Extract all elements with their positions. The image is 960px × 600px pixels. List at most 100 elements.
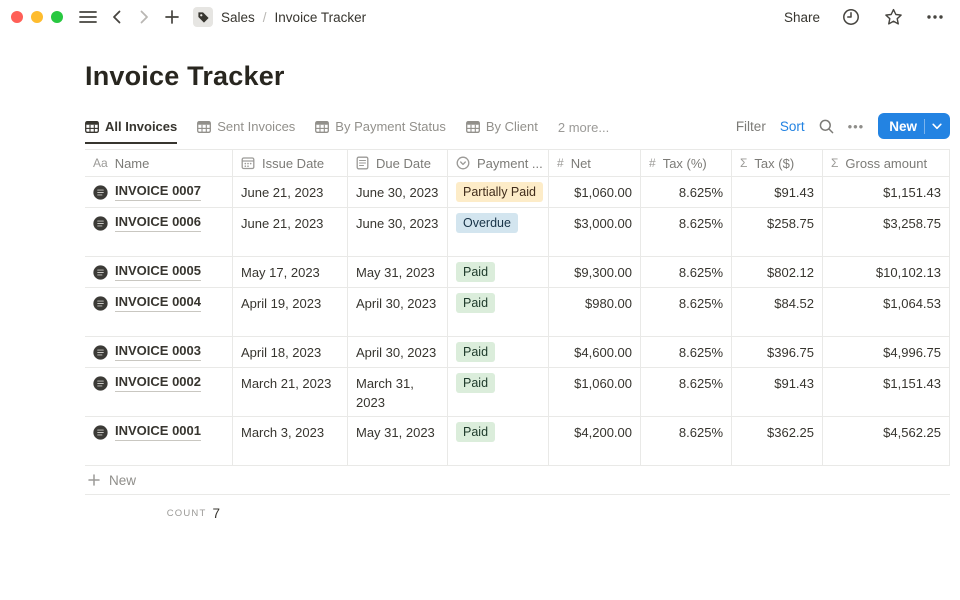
sort-button[interactable]: Sort xyxy=(779,118,805,134)
issue-date-cell[interactable]: April 18, 2023 xyxy=(233,337,348,367)
minimize-window-button[interactable] xyxy=(31,11,43,23)
tax-usd-cell[interactable]: $802.12 xyxy=(732,257,823,287)
due-date-cell[interactable]: June 30, 2023 xyxy=(348,177,448,207)
gross-amount-cell[interactable]: $3,258.75 xyxy=(823,208,950,256)
tax-usd-cell[interactable]: $84.52 xyxy=(732,288,823,336)
payment-status-cell[interactable]: Paid xyxy=(448,257,549,287)
invoice-name-link[interactable]: INVOICE 0004 xyxy=(115,294,201,312)
net-cell[interactable]: $980.00 xyxy=(549,288,641,336)
due-date-cell[interactable]: April 30, 2023 xyxy=(348,337,448,367)
invoice-name-link[interactable]: INVOICE 0001 xyxy=(115,423,201,441)
table-row[interactable]: INVOICE 0005 May 17, 2023 May 31, 2023 P… xyxy=(85,257,950,288)
invoice-name-cell[interactable]: INVOICE 0001 xyxy=(85,417,233,465)
tax-pct-cell[interactable]: 8.625% xyxy=(641,288,732,336)
tax-usd-cell[interactable]: $91.43 xyxy=(732,368,823,416)
net-cell[interactable]: $1,060.00 xyxy=(549,368,641,416)
column-header-tax-usd[interactable]: Σ Tax ($) xyxy=(732,150,823,176)
column-header-due-date[interactable]: Due Date xyxy=(348,150,448,176)
column-header-issue-date[interactable]: Issue Date xyxy=(233,150,348,176)
tax-pct-cell[interactable]: 8.625% xyxy=(641,177,732,207)
issue-date-cell[interactable]: May 17, 2023 xyxy=(233,257,348,287)
due-date-cell[interactable]: May 31, 2023 xyxy=(348,257,448,287)
issue-date-cell[interactable]: June 21, 2023 xyxy=(233,177,348,207)
view-options-icon[interactable]: ••• xyxy=(847,118,865,134)
add-new-row-button[interactable]: New xyxy=(85,466,950,495)
gross-amount-cell[interactable]: $1,151.43 xyxy=(823,177,950,207)
share-button[interactable]: Share xyxy=(783,9,820,25)
net-cell[interactable]: $3,000.00 xyxy=(549,208,641,256)
invoice-name-cell[interactable]: INVOICE 0005 xyxy=(85,257,233,287)
column-header-net[interactable]: # Net xyxy=(549,150,641,176)
due-date-cell[interactable]: April 30, 2023 xyxy=(348,288,448,336)
tab-sent-invoices[interactable]: Sent Invoices xyxy=(197,119,295,144)
invoice-name-cell[interactable]: INVOICE 0006 xyxy=(85,208,233,256)
payment-status-cell[interactable]: Paid xyxy=(448,337,549,367)
invoice-name-link[interactable]: INVOICE 0002 xyxy=(115,374,201,392)
invoice-name-link[interactable]: INVOICE 0003 xyxy=(115,343,201,361)
breadcrumb-workspace[interactable]: Sales xyxy=(221,9,255,25)
zoom-window-button[interactable] xyxy=(51,11,63,23)
tax-usd-cell[interactable]: $91.43 xyxy=(732,177,823,207)
new-page-icon[interactable] xyxy=(161,6,183,28)
updates-clock-icon[interactable] xyxy=(840,6,862,28)
payment-status-cell[interactable]: Paid xyxy=(448,288,549,336)
gross-amount-cell[interactable]: $1,151.43 xyxy=(823,368,950,416)
invoice-name-link[interactable]: INVOICE 0005 xyxy=(115,263,201,281)
payment-status-cell[interactable]: Partially Paid xyxy=(448,177,549,207)
column-header-tax-pct[interactable]: # Tax (%) xyxy=(641,150,732,176)
issue-date-cell[interactable]: April 19, 2023 xyxy=(233,288,348,336)
invoice-name-cell[interactable]: INVOICE 0007 xyxy=(85,177,233,207)
net-cell[interactable]: $9,300.00 xyxy=(549,257,641,287)
nav-forward-icon[interactable] xyxy=(133,6,155,28)
issue-date-cell[interactable]: March 21, 2023 xyxy=(233,368,348,416)
nav-back-icon[interactable] xyxy=(105,6,127,28)
window-controls[interactable] xyxy=(11,11,63,23)
due-date-cell[interactable]: June 30, 2023 xyxy=(348,208,448,256)
filter-button[interactable]: Filter xyxy=(735,118,766,134)
more-options-icon[interactable] xyxy=(924,6,946,28)
tax-usd-cell[interactable]: $258.75 xyxy=(732,208,823,256)
net-cell[interactable]: $4,600.00 xyxy=(549,337,641,367)
net-cell[interactable]: $1,060.00 xyxy=(549,177,641,207)
tax-usd-cell[interactable]: $396.75 xyxy=(732,337,823,367)
payment-status-cell[interactable]: Overdue xyxy=(448,208,549,256)
due-date-cell[interactable]: May 31, 2023 xyxy=(348,417,448,465)
table-row[interactable]: INVOICE 0007 June 21, 2023 June 30, 2023… xyxy=(85,177,950,208)
search-icon[interactable] xyxy=(819,119,834,134)
table-row[interactable]: INVOICE 0004 April 19, 2023 April 30, 20… xyxy=(85,288,950,337)
issue-date-cell[interactable]: March 3, 2023 xyxy=(233,417,348,465)
table-row[interactable]: INVOICE 0003 April 18, 2023 April 30, 20… xyxy=(85,337,950,368)
tax-pct-cell[interactable]: 8.625% xyxy=(641,337,732,367)
tax-pct-cell[interactable]: 8.625% xyxy=(641,368,732,416)
gross-amount-cell[interactable]: $4,996.75 xyxy=(823,337,950,367)
invoice-name-cell[interactable]: INVOICE 0004 xyxy=(85,288,233,336)
column-header-name[interactable]: Aa Name xyxy=(85,150,233,176)
invoice-name-cell[interactable]: INVOICE 0003 xyxy=(85,337,233,367)
tax-pct-cell[interactable]: 8.625% xyxy=(641,208,732,256)
table-row[interactable]: INVOICE 0006 June 21, 2023 June 30, 2023… xyxy=(85,208,950,257)
tax-pct-cell[interactable]: 8.625% xyxy=(641,417,732,465)
invoice-name-cell[interactable]: INVOICE 0002 xyxy=(85,368,233,416)
tax-pct-cell[interactable]: 8.625% xyxy=(641,257,732,287)
gross-amount-cell[interactable]: $1,064.53 xyxy=(823,288,950,336)
column-header-payment-status[interactable]: Payment ... xyxy=(448,150,549,176)
favorite-star-icon[interactable] xyxy=(882,6,904,28)
sidebar-menu-icon[interactable] xyxy=(77,6,99,28)
table-row[interactable]: INVOICE 0001 March 3, 2023 May 31, 2023 … xyxy=(85,417,950,466)
invoice-name-link[interactable]: INVOICE 0006 xyxy=(115,214,201,232)
close-window-button[interactable] xyxy=(11,11,23,23)
table-row[interactable]: INVOICE 0002 March 21, 2023 March 31, 20… xyxy=(85,368,950,417)
count-calculation[interactable]: count 7 xyxy=(85,495,233,531)
issue-date-cell[interactable]: June 21, 2023 xyxy=(233,208,348,256)
tab-all-invoices[interactable]: All Invoices xyxy=(85,119,178,144)
breadcrumb-page[interactable]: Invoice Tracker xyxy=(274,9,367,25)
invoice-name-link[interactable]: INVOICE 0007 xyxy=(115,183,201,201)
due-date-cell[interactable]: March 31, 2023 xyxy=(348,368,448,416)
payment-status-cell[interactable]: Paid xyxy=(448,417,549,465)
more-views-link[interactable]: 2 more... xyxy=(557,120,610,135)
net-cell[interactable]: $4,200.00 xyxy=(549,417,641,465)
tax-usd-cell[interactable]: $362.25 xyxy=(732,417,823,465)
payment-status-cell[interactable]: Paid xyxy=(448,368,549,416)
gross-amount-cell[interactable]: $10,102.13 xyxy=(823,257,950,287)
new-button[interactable]: New xyxy=(878,113,950,139)
